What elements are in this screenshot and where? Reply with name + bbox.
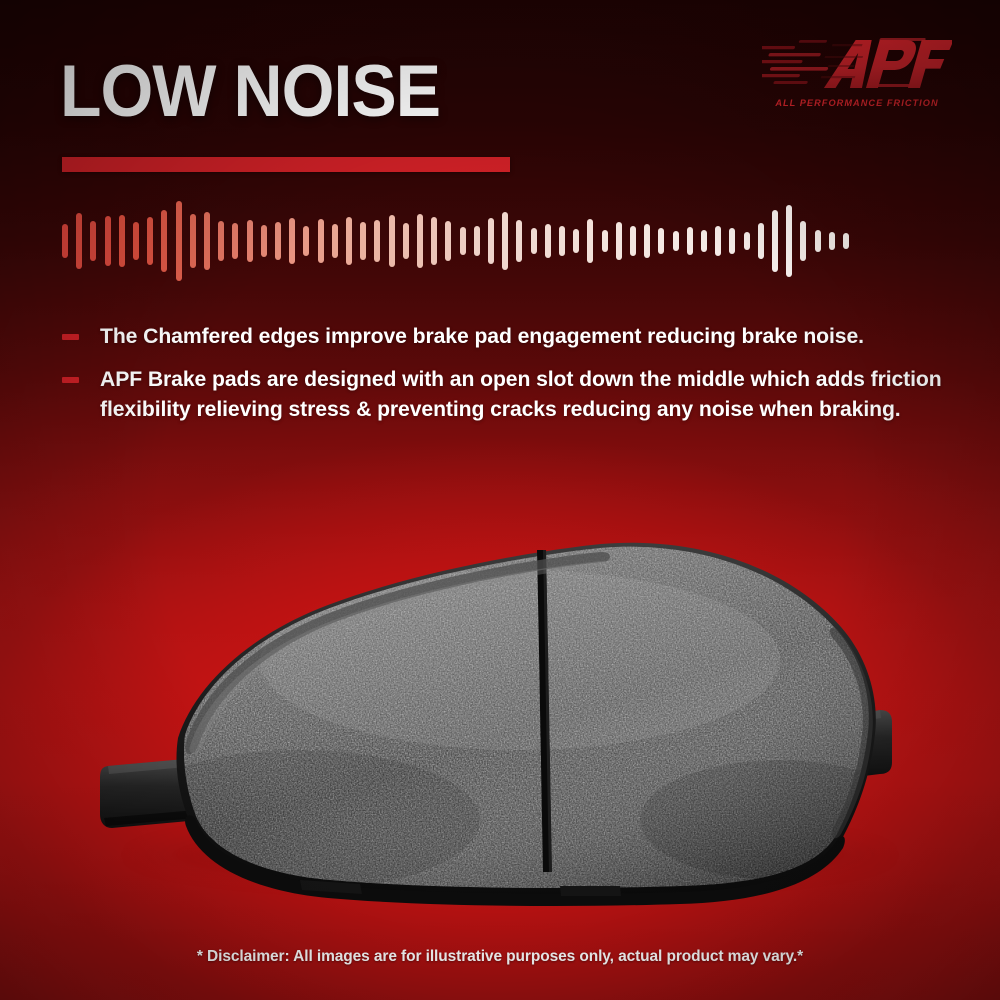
pad-clip-right [560,886,621,896]
waveform-bar [232,223,239,259]
waveform-bar [204,212,210,270]
waveform-bar [786,205,793,277]
waveform-bar [743,232,750,250]
waveform-bar [544,224,551,258]
waveform-bar [303,226,310,256]
disclaimer-text: * Disclaimer: All images are for illustr… [196,948,804,965]
waveform-bar [828,232,835,250]
waveform-bar [374,220,381,262]
waveform-bar [459,227,466,255]
title-underline-rule [62,157,510,172]
waveform-bar [516,220,523,262]
waveform-bar [630,226,636,256]
waveform-bar [644,224,651,258]
waveform-bar [246,220,253,262]
waveform-bar [417,214,423,268]
pad-center-slot [537,550,552,872]
friction-material-surface [184,546,869,888]
waveform-bar [402,223,409,259]
logo-tagline: ALL PERFORMANCE FRICTION [775,98,939,108]
waveform-bar [445,221,452,261]
waveform-bar [331,224,338,258]
waveform-bar [360,222,367,260]
list-item: The Chamfered edges improve brake pad en… [62,322,962,351]
waveform-bar [601,230,608,252]
page-title: LOW NOISE [60,51,441,132]
pad-tab-left [100,758,200,828]
waveform-bar [530,228,537,254]
waveform-bar [76,213,83,269]
waveform-bar [658,228,665,254]
waveform-bar [672,231,679,251]
waveform-bar [615,222,622,260]
waveform-bar [147,217,154,265]
waveform-bar [587,219,594,263]
waveform-bar [90,221,97,261]
apf-logo-mark [762,38,952,88]
pad-chamfer-edge [185,551,611,754]
audio-waveform-graphic [62,196,862,286]
pad-edge-highlight [189,560,607,754]
dash-bullet-icon [62,334,79,340]
waveform-bar [104,216,111,266]
waveform-bar [729,228,736,254]
waveform-bar [175,201,182,281]
waveform-bar [161,210,168,272]
waveform-bar [772,210,778,272]
waveform-bar [701,230,707,252]
pad-clip-left [300,880,362,894]
waveform-bar [317,219,324,263]
waveform-bar [346,217,352,265]
waveform-bar [559,226,565,256]
waveform-bar [502,212,509,270]
brake-pad-illustration [100,542,892,906]
waveform-bar [757,223,764,259]
waveform-bar [488,218,494,264]
pad-right-edge [829,627,873,839]
brake-pad-photo [0,520,1000,920]
waveform-bar [843,233,849,249]
waveform-bar [189,214,196,268]
feature-bullet-list: The Chamfered edges improve brake pad en… [62,322,962,438]
waveform-bar [289,218,296,264]
waveform-bar [473,226,480,256]
list-item: APF Brake pads are designed with an open… [62,365,962,424]
waveform-bar [133,222,139,260]
waveform-bar [118,215,125,267]
waveform-bar [686,227,693,255]
waveform-bar [62,224,68,258]
waveform-bar [715,226,722,256]
waveform-bar [275,222,281,260]
waveform-bar [814,230,821,252]
bullet-text: APF Brake pads are designed with an open… [100,367,942,421]
waveform-bar [260,225,267,257]
dash-bullet-icon [62,377,79,384]
waveform-bar [800,221,807,261]
bullet-text: The Chamfered edges improve brake pad en… [100,324,864,348]
waveform-bar [218,221,225,261]
apf-logo: ALL PERFORMANCE FRICTION [762,32,952,124]
waveform-bar [388,215,395,267]
waveform-bar [431,217,438,265]
waveform-bar [573,229,580,253]
